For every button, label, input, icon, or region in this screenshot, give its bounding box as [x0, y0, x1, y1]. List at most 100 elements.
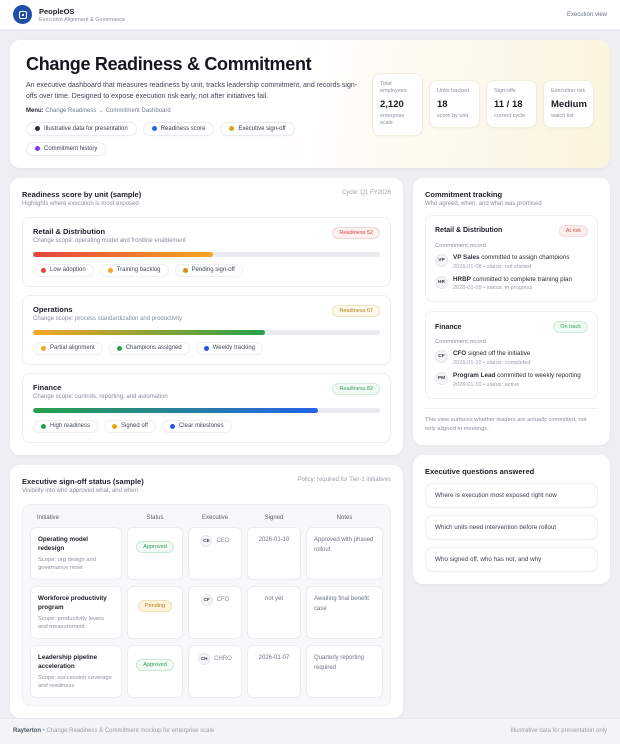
- commitment-meta: 2026-01-10 • status: completed: [453, 360, 531, 367]
- question-item[interactable]: Where is execution most exposed right no…: [425, 483, 598, 509]
- readiness-title: Readiness score by unit (sample): [22, 189, 142, 199]
- executive-cell: CH CHRO: [188, 644, 242, 698]
- tag-label: Clear milestones: [178, 423, 224, 430]
- readiness-bar-track: [33, 251, 380, 257]
- tag-label: Partial alignment: [50, 345, 95, 352]
- commitment-panel: Commitment tracking Who agreed, when, an…: [413, 177, 610, 446]
- status-dot-icon: [182, 267, 188, 273]
- questions-panel: Executive questions answered Where is ex…: [413, 455, 610, 585]
- status-cell: Approved: [127, 526, 183, 580]
- legend-chip-row: Illustrative data for presentation Readi…: [26, 121, 360, 156]
- table-row: Operating model redesign Scope: org desi…: [30, 526, 383, 580]
- status-dot-icon: [107, 267, 113, 273]
- stat-total-employees: Total employees 2,120 enterprise scale: [372, 73, 423, 136]
- tag-label: Champions assigned: [125, 345, 182, 352]
- commitment-action: committed to weekly reporting: [495, 372, 581, 380]
- readiness-panel-header: Readiness score by unit (sample) Highlig…: [22, 190, 391, 207]
- readiness-panel: Readiness score by unit (sample) Highlig…: [10, 177, 403, 455]
- chip-dot-icon: [229, 126, 235, 132]
- chip-commitment-history[interactable]: Commitment history: [26, 141, 107, 156]
- executive-role: CEO: [216, 537, 230, 544]
- initiative-scope: Scope: org design and governance reset: [38, 556, 97, 571]
- chip-dot-icon: [151, 126, 157, 132]
- group-name: Retail & Distribution: [435, 227, 503, 235]
- chip-illustrative-data[interactable]: Illustrative data for presentation: [26, 121, 137, 136]
- group-name: Finance: [435, 323, 462, 331]
- executive-wrap: CE CEO: [196, 534, 234, 547]
- group-status-badge: On track: [553, 321, 588, 334]
- avatar: CH: [198, 652, 211, 665]
- tag-training-backlog: Training backlog: [99, 263, 169, 277]
- notes-cell: Approved with phased rollout: [306, 526, 383, 580]
- footer: Rayterton • Change Readiness & Commitmen…: [0, 717, 620, 744]
- tag-partial-alignment: Partial alignment: [33, 341, 103, 355]
- initiative-cell: Leadership pipeline acceleration Scope: …: [30, 644, 122, 698]
- stat-value: 18: [437, 98, 448, 110]
- tag-high-readiness: High readiness: [33, 419, 99, 433]
- chip-readiness-score[interactable]: Readiness score: [142, 121, 215, 136]
- commitment-item-body: Program Lead committed to weekly reporti…: [453, 372, 581, 388]
- commitment-actor: Program Lead: [453, 372, 496, 380]
- commitment-panel-header: Commitment tracking Who agreed, when, an…: [425, 190, 598, 207]
- footer-brand: Rayterton: [13, 728, 42, 735]
- signoff-panel-header: Executive sign-off status (sample) Visib…: [22, 477, 391, 494]
- signoff-policy-label: Policy: required for Tier-1 initiatives: [297, 476, 391, 483]
- commitment-group-finance: Finance On track Commitment record CF CF…: [425, 311, 598, 399]
- status-dot-icon: [41, 345, 46, 351]
- unit-head: Retail & Distribution Change scope: oper…: [33, 226, 380, 244]
- chip-executive-sign-off[interactable]: Executive sign-off: [220, 121, 295, 136]
- avatar: CE: [200, 534, 213, 547]
- stat-label: Sign-offs: [494, 88, 516, 95]
- status-dot-icon: [41, 267, 46, 273]
- stat-sign-offs: Sign-offs 11 / 18 current cycle: [486, 80, 537, 129]
- stat-execution-risk: Execution risk Medium watch list: [543, 80, 594, 129]
- signoff-heading-block: Executive sign-off status (sample) Visib…: [22, 477, 144, 494]
- breadcrumb[interactable]: Menu: Change Readiness → Commitment Dash…: [26, 108, 360, 114]
- commitment-text: HRBP committed to complete training plan: [453, 276, 572, 285]
- commitment-text: VP Sales committed to assign champions: [453, 254, 569, 263]
- commitment-record-label: Commitment record: [435, 339, 486, 346]
- avatar: HR: [435, 275, 448, 289]
- status-dot-icon: [116, 345, 122, 351]
- app-identity: PeopleOS Executive Alignment & Governanc…: [39, 7, 125, 23]
- footer-left: Rayterton • Change Readiness & Commitmen…: [13, 728, 214, 734]
- initiative-name: Workforce productivity program: [38, 594, 107, 612]
- commitment-actor: HRBP: [453, 275, 471, 283]
- executive-role: CHRO: [214, 655, 232, 662]
- unit-name: Finance: [33, 382, 62, 392]
- readiness-bar-fill: [33, 407, 318, 413]
- question-item[interactable]: Which units need intervention before rol…: [425, 515, 598, 541]
- logo-glyph-icon: [18, 10, 27, 19]
- stat-sublabel: current cycle: [494, 112, 526, 119]
- avatar: CF: [200, 593, 213, 606]
- app-name: PeopleOS: [39, 6, 75, 16]
- stat-units-tracked: Units tracked 18 score by unit: [429, 80, 480, 129]
- notes-cell: Awaiting final benefit case: [306, 585, 383, 639]
- commitment-action: signed off the initiative: [466, 350, 531, 358]
- avatar: PM: [435, 372, 448, 386]
- unit-head: Finance Change scope: controls, reportin…: [33, 382, 380, 400]
- commitment-title: Commitment tracking: [425, 189, 503, 199]
- unit-tag-row: High readiness Signed off Clear mileston…: [33, 419, 380, 433]
- stat-label: Units tracked: [437, 88, 470, 95]
- chip-dot-icon: [35, 146, 40, 152]
- readiness-heading-block: Readiness score by unit (sample) Highlig…: [22, 190, 141, 207]
- initiative-scope: Scope: productivity levers and measureme…: [38, 615, 105, 630]
- execution-view-switcher[interactable]: Execution view: [566, 11, 607, 18]
- notes-cell: Quarterly reporting required: [306, 644, 383, 698]
- readiness-score-badge: Readiness 67: [332, 304, 380, 317]
- stat-value: Medium: [551, 98, 587, 110]
- tag-weekly-tracking: Weekly tracking: [195, 341, 263, 355]
- signed-cell: 2026-01-10: [247, 526, 301, 580]
- app-subtitle: Executive Alignment & Governance: [39, 16, 126, 23]
- tag-label: Signed off: [121, 423, 148, 430]
- stat-label: Execution risk: [551, 88, 586, 95]
- unit-head: Operations Change scope: process standar…: [33, 304, 380, 322]
- executive-wrap: CH CHRO: [196, 652, 234, 665]
- signoff-table-header: Initiative Status Executive Signed Notes: [30, 512, 383, 527]
- status-badge: Pending: [137, 599, 173, 612]
- question-item[interactable]: Who signed off, who has not, and why: [425, 547, 598, 573]
- commitment-footnote: This view surfaces whether leaders are a…: [425, 407, 598, 433]
- footer-right: Illustrative data for presentation only: [510, 728, 607, 735]
- peopleos-logo-icon: [13, 5, 32, 24]
